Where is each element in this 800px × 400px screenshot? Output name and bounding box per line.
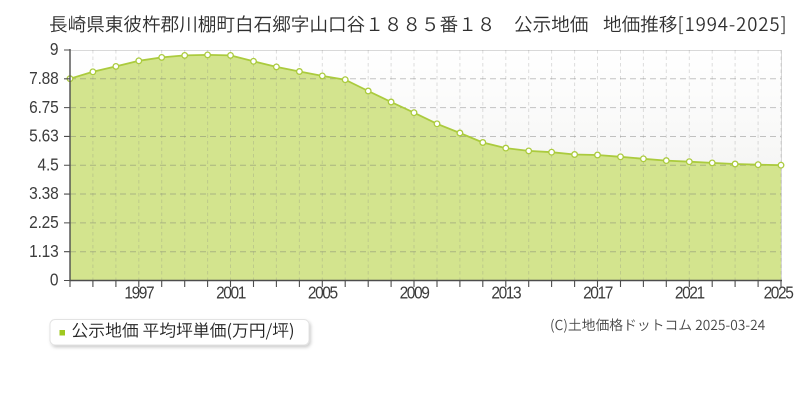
svg-text:2.25: 2.25 bbox=[29, 212, 58, 232]
svg-text:2013: 2013 bbox=[491, 282, 521, 302]
svg-text:2017: 2017 bbox=[583, 282, 613, 302]
svg-text:2025: 2025 bbox=[764, 282, 794, 302]
svg-text:2021: 2021 bbox=[675, 282, 705, 302]
svg-text:0: 0 bbox=[50, 270, 59, 290]
svg-text:9: 9 bbox=[50, 39, 59, 59]
svg-text:2005: 2005 bbox=[308, 282, 338, 302]
svg-text:3.38: 3.38 bbox=[29, 183, 58, 203]
svg-text:4.5: 4.5 bbox=[38, 154, 59, 174]
svg-text:5.63: 5.63 bbox=[29, 126, 58, 146]
svg-text:1997: 1997 bbox=[124, 282, 154, 302]
svg-text:2009: 2009 bbox=[400, 282, 430, 302]
svg-text:7.88: 7.88 bbox=[29, 68, 58, 88]
svg-text:2001: 2001 bbox=[216, 282, 246, 302]
svg-text:1.13: 1.13 bbox=[29, 241, 58, 261]
svg-text:6.75: 6.75 bbox=[29, 97, 58, 117]
